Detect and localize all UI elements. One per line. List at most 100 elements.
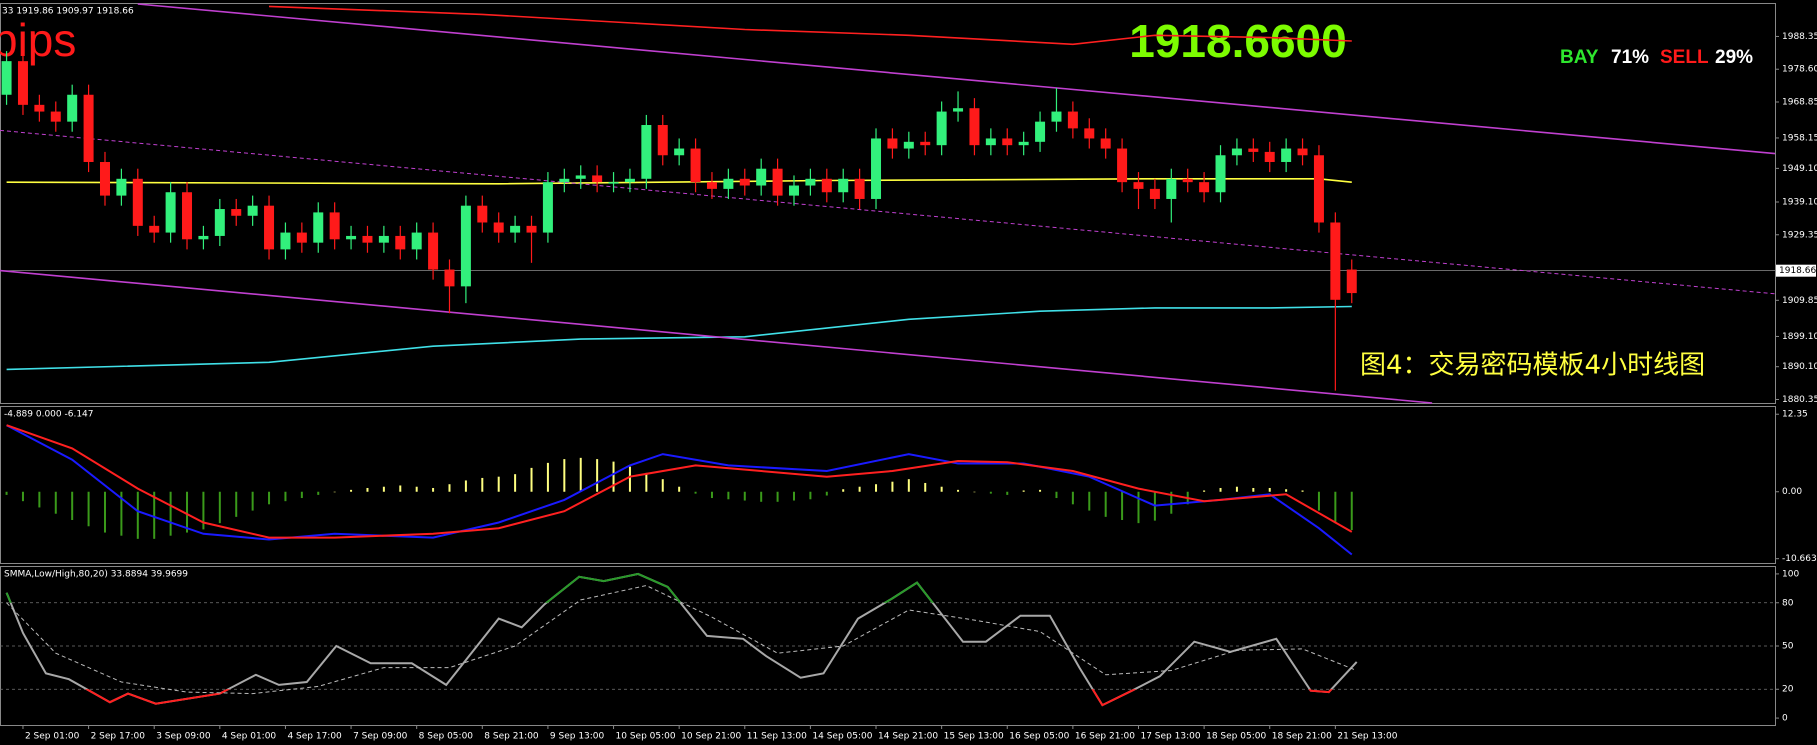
candle-body xyxy=(559,178,570,183)
histogram-bar xyxy=(546,462,549,492)
candle-body xyxy=(1018,141,1029,146)
histogram-bar xyxy=(1039,489,1042,492)
histogram-bar xyxy=(563,459,566,492)
histogram-bar xyxy=(1170,491,1173,514)
candle-body xyxy=(1182,178,1193,183)
candle-body xyxy=(592,175,603,183)
candle-body xyxy=(674,148,685,156)
histogram-bar xyxy=(809,491,812,500)
candle-body xyxy=(247,205,258,216)
stoch-oversold xyxy=(84,689,1333,707)
overlay-line xyxy=(0,129,1776,295)
histogram-bar xyxy=(891,481,894,492)
candle-body xyxy=(657,125,668,156)
candle-body xyxy=(723,178,734,189)
histogram-bar xyxy=(136,491,139,539)
histogram-bar xyxy=(153,491,156,539)
histogram-bar xyxy=(645,472,648,492)
candle-body xyxy=(838,178,849,193)
candle-body xyxy=(477,205,488,223)
histogram-bar xyxy=(284,491,287,502)
histogram-bar xyxy=(87,491,90,527)
histogram-bar xyxy=(350,489,353,492)
histogram-bar xyxy=(1268,487,1271,492)
bid-box xyxy=(1776,264,1816,277)
bay-pct: 71% xyxy=(1611,47,1649,68)
histogram-bar xyxy=(300,491,303,499)
histogram-bar xyxy=(1219,487,1222,492)
x-tick-label: 7 Sep 09:00 xyxy=(353,732,408,742)
histogram-bar xyxy=(235,491,238,517)
y-tick-label: 1949.10 xyxy=(1782,164,1817,174)
x-tick-label: 2 Sep 01:00 xyxy=(25,732,80,742)
candle-body xyxy=(903,141,914,149)
candle-body xyxy=(116,178,127,196)
overlay-line xyxy=(6,305,1352,371)
histogram-bar xyxy=(940,486,943,492)
x-tick-label: 21 Sep 13:00 xyxy=(1337,732,1397,742)
candle-body xyxy=(132,178,143,226)
candle-body xyxy=(460,205,471,287)
candle-body xyxy=(165,192,176,233)
histogram-bar xyxy=(1022,490,1025,492)
x-tick-label: 15 Sep 13:00 xyxy=(944,732,1004,742)
candle-body xyxy=(99,161,110,196)
candle-body xyxy=(1231,148,1242,156)
histogram-bar xyxy=(497,476,500,492)
candle-body xyxy=(428,232,439,270)
histogram-bar xyxy=(1301,490,1304,492)
macd-line xyxy=(6,424,1353,556)
candle-body xyxy=(1264,151,1275,162)
histogram-bar xyxy=(481,477,484,492)
candle-body xyxy=(1346,269,1357,294)
y-tick-label: 1890.10 xyxy=(1782,362,1817,372)
info-label: 33 1919.86 1909.97 1918.66 xyxy=(2,7,134,17)
candle-body xyxy=(936,111,947,146)
candle-body xyxy=(198,235,209,240)
histogram-bar xyxy=(957,489,960,492)
candle-body xyxy=(575,175,586,179)
candle-body xyxy=(706,182,717,189)
candle-body xyxy=(871,138,882,199)
x-tick-label: 10 Sep 21:00 xyxy=(681,732,741,742)
x-tick-label: 14 Sep 21:00 xyxy=(878,732,938,742)
candle-body xyxy=(83,94,94,162)
price-display: 1918.6600 xyxy=(1129,15,1346,67)
candle-body xyxy=(1084,128,1095,139)
candle-body xyxy=(34,104,45,112)
histogram-bar xyxy=(218,491,221,524)
y-tick-label: 1880.35 xyxy=(1782,395,1817,405)
x-tick-label: 2 Sep 17:00 xyxy=(91,732,146,742)
histogram-bar xyxy=(678,486,681,492)
x-tick-label: 16 Sep 21:00 xyxy=(1075,732,1135,742)
histogram-bar xyxy=(1104,491,1107,517)
histogram-bar xyxy=(579,457,582,492)
x-tick-label: 16 Sep 05:00 xyxy=(1009,732,1069,742)
candle-body xyxy=(444,269,455,287)
y-tick-label: 50 xyxy=(1782,642,1794,652)
candle-body xyxy=(953,108,964,112)
y-tick-label: 1929.35 xyxy=(1782,230,1817,240)
candle-body xyxy=(149,225,160,233)
y-tick-label: 20 xyxy=(1782,685,1794,695)
y-tick-label: 1978.60 xyxy=(1782,65,1817,75)
candle-body xyxy=(362,235,373,243)
x-tick-label: 8 Sep 05:00 xyxy=(419,732,474,742)
histogram-bar xyxy=(251,491,254,511)
histogram-bar xyxy=(1006,491,1009,495)
histogram-bar xyxy=(1334,491,1337,524)
candle-body xyxy=(1281,148,1292,162)
candle-body xyxy=(296,232,307,243)
y-tick-label: 0 xyxy=(1782,714,1788,724)
y-tick-label: 1968.85 xyxy=(1782,97,1817,107)
x-tick-label: 4 Sep 17:00 xyxy=(287,732,342,742)
histogram-bar xyxy=(1252,487,1255,492)
candle-body xyxy=(526,225,537,233)
x-tick-label: 8 Sep 21:00 xyxy=(484,732,539,742)
candle-body xyxy=(1313,155,1324,223)
histogram-bar xyxy=(399,485,402,492)
candle-body xyxy=(280,232,291,250)
histogram-bar xyxy=(710,491,713,499)
histogram-bar xyxy=(366,487,369,492)
